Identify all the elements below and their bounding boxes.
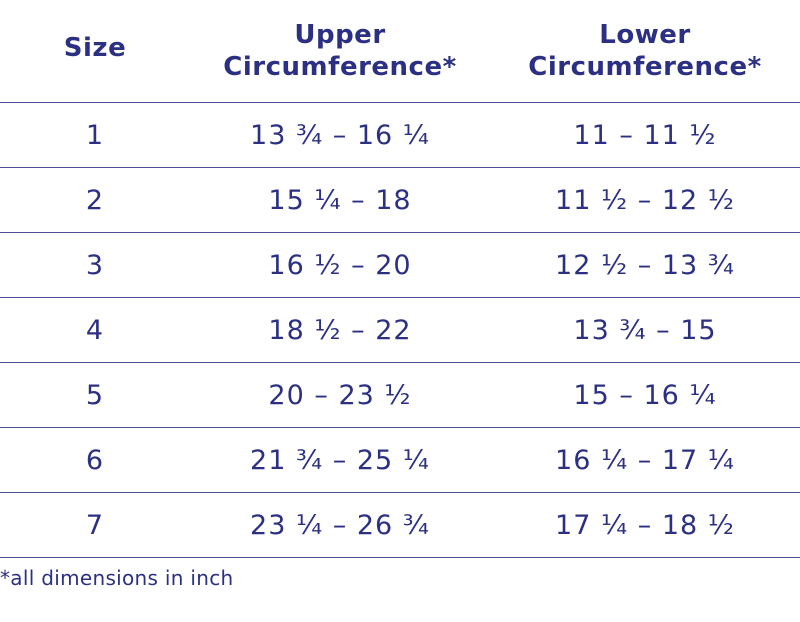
cell-lower: 11 ½ – 12 ½ xyxy=(555,184,735,216)
cell-upper: 15 ¼ – 18 xyxy=(268,184,412,216)
cell-upper: 13 ¾ – 16 ¼ xyxy=(250,119,430,151)
cell-lower: 16 ¼ – 17 ¼ xyxy=(555,444,735,476)
table-row: 2 15 ¼ – 18 11 ½ – 12 ½ xyxy=(0,168,800,233)
table-row: 1 13 ¾ – 16 ¼ 11 – 11 ½ xyxy=(0,103,800,168)
table-row: 6 21 ¾ – 25 ¼ 16 ¼ – 17 ¼ xyxy=(0,428,800,493)
cell-upper: 21 ¾ – 25 ¼ xyxy=(250,444,430,476)
table-header-row: Size Upper Circumference* Lower Circumfe… xyxy=(0,0,800,103)
header-lower-line1: Lower xyxy=(599,20,691,50)
header-lower-circumference: Lower Circumference* xyxy=(490,0,800,102)
cell-upper: 20 – 23 ½ xyxy=(268,379,412,411)
cell-size: 3 xyxy=(85,249,105,281)
cell-size: 2 xyxy=(85,184,105,216)
cell-lower: 12 ½ – 13 ¾ xyxy=(555,249,735,281)
table-row: 3 16 ½ – 20 12 ½ – 13 ¾ xyxy=(0,233,800,298)
table-row: 7 23 ¼ – 26 ¾ 17 ¼ – 18 ½ xyxy=(0,493,800,558)
cell-size: 6 xyxy=(85,444,105,476)
size-chart-table: Size Upper Circumference* Lower Circumfe… xyxy=(0,0,800,558)
header-size: Size xyxy=(0,0,190,102)
cell-lower: 11 – 11 ½ xyxy=(573,119,717,151)
footnote: *all dimensions in inch xyxy=(0,566,234,590)
header-upper-circumference: Upper Circumference* xyxy=(190,0,490,102)
cell-size: 7 xyxy=(85,509,105,541)
cell-size: 5 xyxy=(85,379,105,411)
cell-upper: 18 ½ – 22 xyxy=(268,314,412,346)
header-size-label: Size xyxy=(63,33,127,63)
header-upper-line2: Circumference* xyxy=(223,52,457,82)
table-row: 4 18 ½ – 22 13 ¾ – 15 xyxy=(0,298,800,363)
cell-size: 1 xyxy=(85,119,105,151)
table-row: 5 20 – 23 ½ 15 – 16 ¼ xyxy=(0,363,800,428)
cell-upper: 16 ½ – 20 xyxy=(268,249,412,281)
cell-upper: 23 ¼ – 26 ¾ xyxy=(250,509,430,541)
header-lower-line2: Circumference* xyxy=(528,52,762,82)
cell-lower: 15 – 16 ¼ xyxy=(573,379,717,411)
cell-size: 4 xyxy=(85,314,105,346)
header-upper-line1: Upper xyxy=(294,20,386,50)
cell-lower: 17 ¼ – 18 ½ xyxy=(555,509,735,541)
cell-lower: 13 ¾ – 15 xyxy=(573,314,717,346)
